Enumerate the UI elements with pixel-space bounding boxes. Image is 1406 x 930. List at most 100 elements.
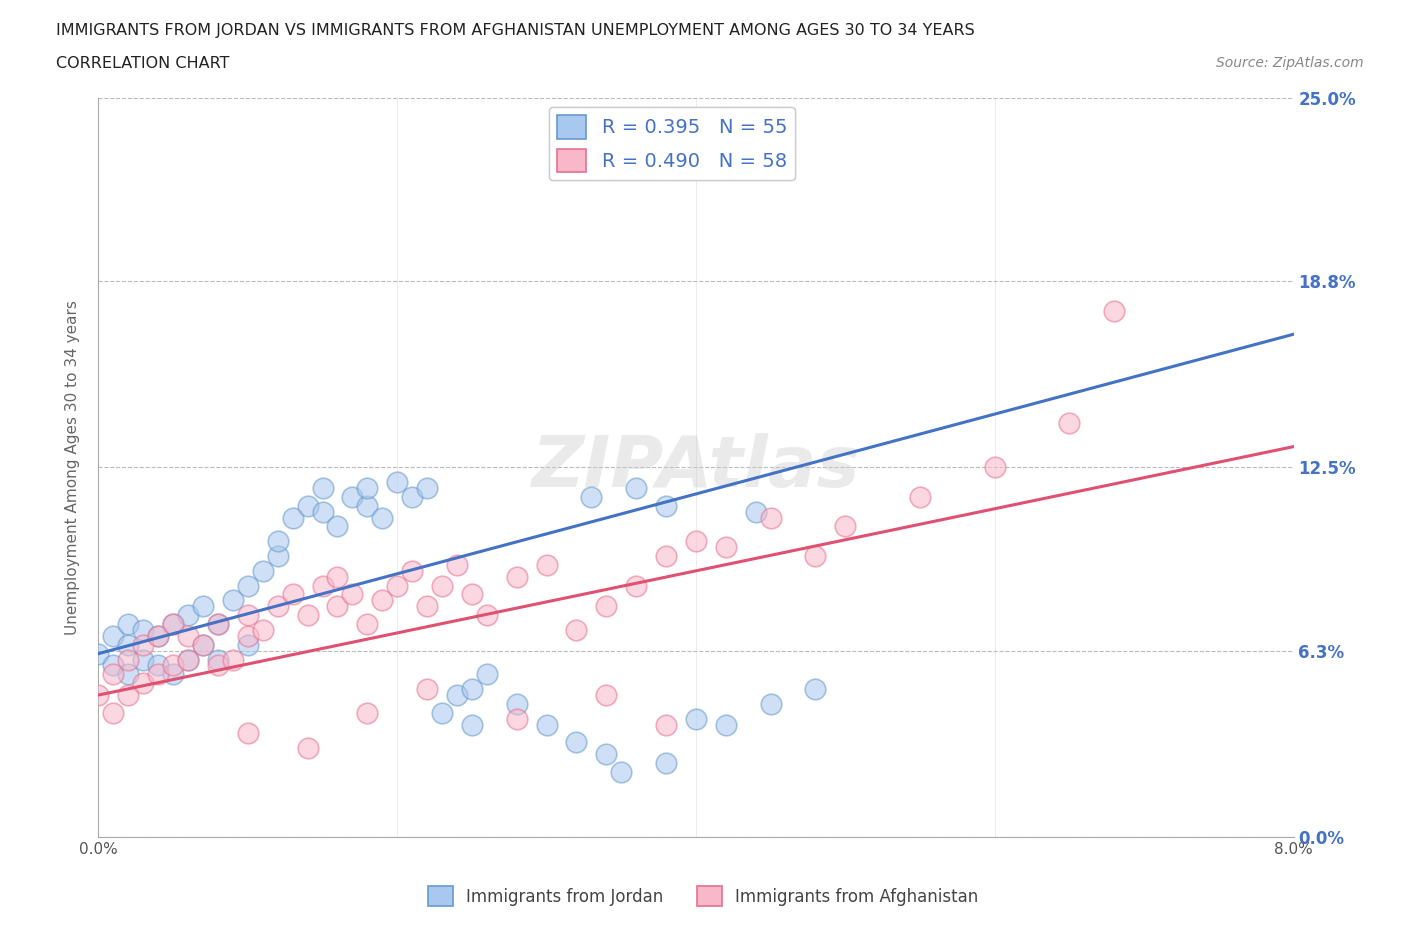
Point xyxy=(984,460,1007,474)
Point xyxy=(714,539,737,554)
Point xyxy=(475,667,498,682)
Point xyxy=(297,741,319,756)
Point xyxy=(506,697,529,711)
Point xyxy=(87,646,110,661)
Point xyxy=(685,711,707,726)
Point xyxy=(506,569,529,584)
Point xyxy=(385,578,409,593)
Point xyxy=(236,726,259,741)
Point xyxy=(162,667,184,682)
Point xyxy=(148,629,170,644)
Point xyxy=(222,652,245,667)
Text: CORRELATION CHART: CORRELATION CHART xyxy=(56,56,229,71)
Point xyxy=(326,519,349,534)
Point xyxy=(581,489,603,504)
Point xyxy=(342,489,364,504)
Point xyxy=(148,667,170,682)
Point xyxy=(207,617,229,631)
Point xyxy=(267,534,290,549)
Point xyxy=(416,599,439,614)
Point xyxy=(356,498,378,513)
Point xyxy=(207,617,229,631)
Point xyxy=(655,498,678,513)
Point xyxy=(446,687,468,702)
Point xyxy=(117,617,139,631)
Point xyxy=(236,608,259,623)
Point xyxy=(610,764,633,779)
Point xyxy=(595,747,617,762)
Point xyxy=(177,652,200,667)
Point xyxy=(655,549,678,564)
Point xyxy=(416,682,439,697)
Point xyxy=(356,617,378,631)
Point xyxy=(834,519,856,534)
Point xyxy=(536,717,558,732)
Point xyxy=(117,652,139,667)
Point xyxy=(311,578,333,593)
Point xyxy=(356,481,378,496)
Point xyxy=(297,608,319,623)
Point xyxy=(207,652,229,667)
Text: Source: ZipAtlas.com: Source: ZipAtlas.com xyxy=(1216,56,1364,70)
Point xyxy=(1059,416,1081,431)
Point xyxy=(281,587,304,602)
Point xyxy=(267,599,290,614)
Point xyxy=(191,637,214,652)
Point xyxy=(401,489,423,504)
Point xyxy=(87,687,110,702)
Point xyxy=(132,676,155,691)
Point xyxy=(103,629,125,644)
Text: ZIPAtlas: ZIPAtlas xyxy=(531,432,860,502)
Point xyxy=(804,549,827,564)
Point xyxy=(236,578,259,593)
Point xyxy=(461,682,484,697)
Point xyxy=(132,652,155,667)
Point xyxy=(222,593,245,608)
Point xyxy=(595,687,617,702)
Point xyxy=(311,481,333,496)
Point xyxy=(162,617,184,631)
Point xyxy=(565,735,588,750)
Y-axis label: Unemployment Among Ages 30 to 34 years: Unemployment Among Ages 30 to 34 years xyxy=(65,299,80,635)
Point xyxy=(103,667,125,682)
Point xyxy=(252,622,274,637)
Point xyxy=(281,511,304,525)
Point xyxy=(148,629,170,644)
Point xyxy=(759,511,782,525)
Point xyxy=(236,637,259,652)
Point xyxy=(714,717,737,732)
Text: IMMIGRANTS FROM JORDAN VS IMMIGRANTS FROM AFGHANISTAN UNEMPLOYMENT AMONG AGES 30: IMMIGRANTS FROM JORDAN VS IMMIGRANTS FRO… xyxy=(56,23,974,38)
Point xyxy=(267,549,290,564)
Point xyxy=(626,578,648,593)
Point xyxy=(371,593,394,608)
Point xyxy=(326,569,349,584)
Legend: R = 0.395   N = 55, R = 0.490   N = 58: R = 0.395 N = 55, R = 0.490 N = 58 xyxy=(550,107,794,180)
Point xyxy=(191,599,214,614)
Point xyxy=(536,557,558,572)
Point xyxy=(655,717,678,732)
Point xyxy=(655,755,678,770)
Point xyxy=(297,498,319,513)
Point xyxy=(461,587,484,602)
Point xyxy=(117,637,139,652)
Point xyxy=(401,564,423,578)
Point xyxy=(626,481,648,496)
Point xyxy=(1104,303,1126,318)
Point xyxy=(103,705,125,720)
Point xyxy=(177,608,200,623)
Point xyxy=(759,697,782,711)
Point xyxy=(475,608,498,623)
Point xyxy=(117,667,139,682)
Point xyxy=(430,578,453,593)
Point xyxy=(236,629,259,644)
Point xyxy=(430,705,453,720)
Point xyxy=(103,658,125,673)
Point xyxy=(385,474,409,489)
Point xyxy=(416,481,439,496)
Point xyxy=(342,587,364,602)
Point xyxy=(804,682,827,697)
Point xyxy=(252,564,274,578)
Point xyxy=(162,617,184,631)
Point xyxy=(117,687,139,702)
Point xyxy=(148,658,170,673)
